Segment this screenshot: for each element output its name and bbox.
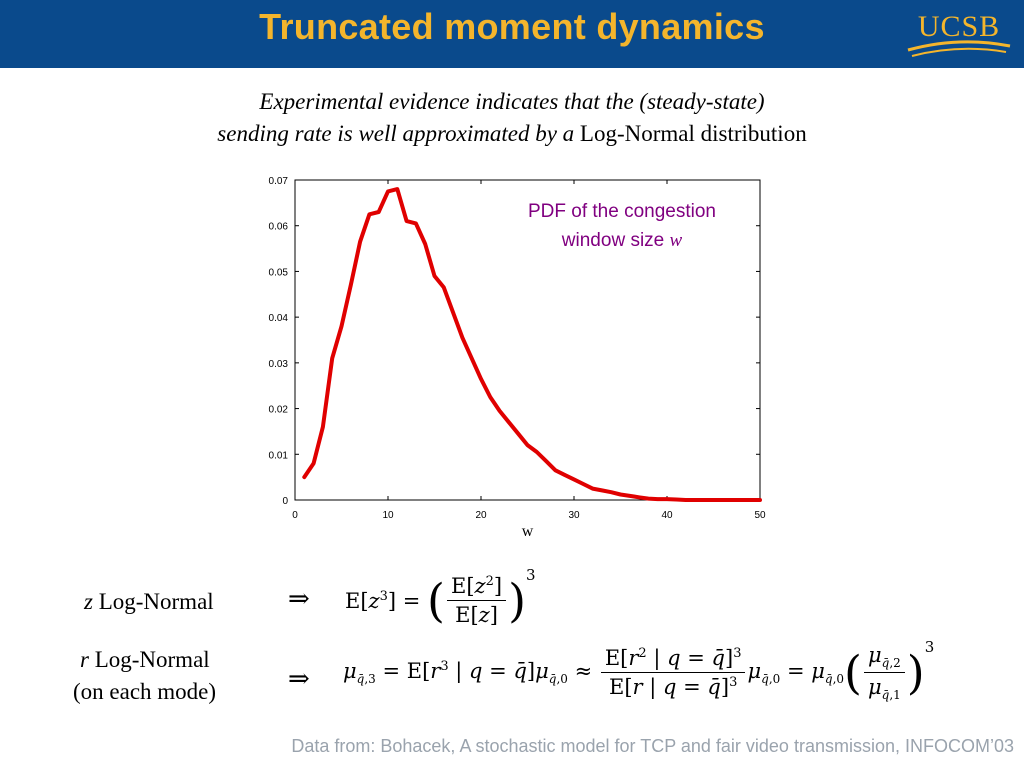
logo-text: UCSB [917,10,1001,43]
row2-implies-arrow: ⇒ [288,664,310,694]
y-tick-label: 0.05 [269,267,289,278]
row2-label: r Log-Normal [80,647,210,673]
subtitle-line-1-text: Experimental evidence indicates that the… [259,89,765,114]
y-tick-label: 0 [282,496,288,507]
row1-text: Log-Normal [92,589,214,614]
x-axis-label: w [522,523,534,540]
chart-annotation-line-2-text: window size [561,230,664,251]
row2-equation: μq̄,3 = E[r3 | q = q̄]μq̄,0 ≈ E[r2 | q =… [343,638,935,703]
y-tick-label: 0.03 [269,359,289,370]
y-tick-label: 0.02 [269,405,289,416]
pdf-series-line [302,187,762,502]
pdf-chart: 0 10 20 30 40 50 0 0.01 0.02 0.03 0.04 0.05 0.06 0.07… [269,176,766,540]
x-tick-label: 40 [661,510,673,521]
plot-frame [294,179,761,501]
y-tick-label: 0.01 [269,450,289,461]
chart-frame [294,179,761,501]
row2-text: Log-Normal [88,647,210,672]
row1-equation: E[z3] = (E[z2] E[z])3 [345,566,536,628]
row1-implies-arrow: ⇒ [288,584,310,614]
y-tick-label: 0.06 [269,222,289,233]
chart-annotation-line-1: PDF of the congestion [528,201,716,222]
x-tick-label: 30 [568,510,580,521]
logo-swoosh-icon [907,40,1011,57]
row1-label: z Log-Normal [84,589,214,615]
ucsb-logo: UCSB [904,6,1014,62]
footer-citation: Data from: Bohacek, A stochastic model f… [291,736,1014,756]
x-tick-label: 50 [754,510,766,521]
y-tick-label: 0.07 [269,176,289,187]
x-tick-label: 0 [292,510,298,521]
x-tick-label: 10 [382,510,394,521]
x-tick-label: 20 [475,510,487,521]
y-tick-label: 0.04 [269,313,289,324]
chart-ticks: 0 10 20 30 40 50 0 0.01 0.02 0.03 0.04 0.05 0.06 0.07 [269,176,766,521]
row2-sublabel: (on each mode) [73,679,217,704]
subtitle-line-2: sending rate is well approximated by a L… [0,118,1024,149]
chart-annotation-var: w [670,230,683,251]
row2-var: r [80,647,89,672]
slide-title: Truncated moment dynamics [259,6,765,47]
chart-annotation-line-2: window size w [561,230,683,251]
header-bar: Truncated moment dynamics UCSB [0,0,1024,68]
subtitle-line-2-italic: sending rate is well approximated by a [217,121,575,146]
subtitle-line-1: Experimental evidence indicates that the… [0,86,1024,117]
chart-lines [302,187,762,502]
subtitle-line-2-normal: Log-Normal distribution [574,121,807,146]
row1-var: z [84,589,93,614]
